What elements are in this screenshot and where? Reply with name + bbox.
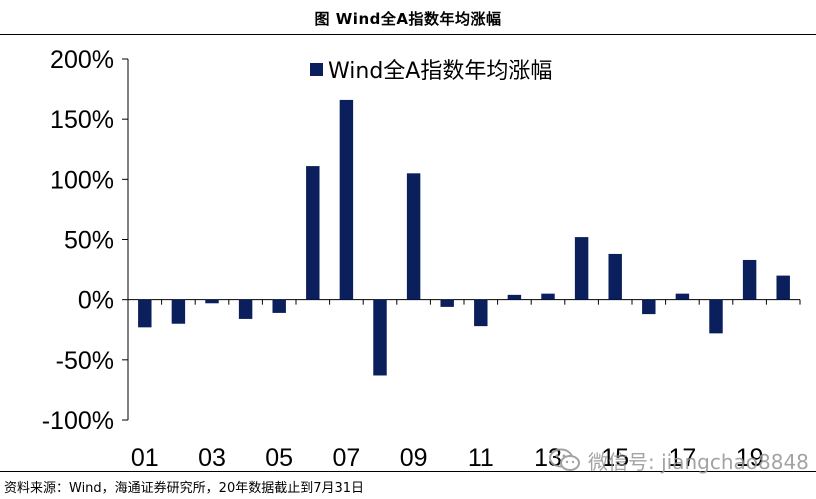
bar-06 — [306, 166, 320, 300]
x-tick-label: 19 — [736, 444, 764, 471]
figure-title-bar: 图 Wind全A指数年均涨幅 — [0, 0, 816, 34]
wechat-icon — [549, 448, 580, 471]
bar-02 — [171, 299, 186, 324]
y-tick-label: 200% — [50, 46, 114, 74]
watermark-text: 微信号: jiangchao8848 — [588, 449, 809, 474]
bar-chart: -100%-50%0%50%100%150%200%01 03 05 07 09 11 13… — [42, 46, 801, 471]
y-tick-label: 0% — [78, 287, 114, 315]
bar-18 — [709, 299, 723, 334]
source-divider — [0, 471, 816, 472]
title-divider — [0, 34, 816, 35]
bar-20 — [776, 275, 790, 300]
bar-10 — [440, 299, 454, 307]
bar-07 — [339, 99, 354, 300]
bar-17 — [675, 293, 690, 300]
bar-14 — [574, 237, 589, 300]
x-tick-label: 15 — [601, 444, 629, 471]
figure-title: 图 Wind全A指数年均涨幅 — [314, 10, 502, 28]
bar-09 — [406, 173, 421, 300]
bar-12 — [507, 294, 522, 300]
y-tick-label: -50% — [56, 347, 114, 375]
bar-03 — [205, 299, 219, 304]
bar-05 — [272, 299, 286, 313]
y-tick-label: 50% — [64, 227, 114, 255]
bar-11 — [474, 299, 488, 327]
x-tick-label: 17 — [668, 444, 696, 471]
bar-04 — [238, 299, 253, 319]
y-tick-label: 150% — [50, 106, 114, 134]
x-tick-label: 09 — [400, 444, 428, 471]
bar-01 — [138, 299, 152, 328]
x-tick-label: 01 — [131, 444, 159, 471]
source-note: 资料来源：Wind，海通证券研究所，20年数据截止到7月31日 — [4, 481, 365, 496]
y-tick-label: -100% — [42, 407, 114, 435]
bar-15 — [608, 253, 622, 300]
bar-16 — [642, 299, 656, 315]
y-tick-label: 100% — [50, 166, 114, 194]
bar-19 — [742, 259, 757, 300]
watermark: 微信号: jiangchao8848 — [548, 446, 809, 474]
x-tick-label: 11 — [468, 444, 494, 471]
x-tick-label: 05 — [265, 444, 293, 471]
bar-13 — [541, 293, 555, 300]
x-tick-label: 07 — [332, 444, 360, 471]
legend-label: Wind全A指数年均涨幅 — [328, 59, 552, 84]
legend-swatch — [310, 63, 323, 76]
bar-08 — [373, 299, 387, 376]
x-tick-label: 03 — [198, 444, 226, 471]
legend: Wind全A指数年均涨幅 — [310, 59, 552, 84]
